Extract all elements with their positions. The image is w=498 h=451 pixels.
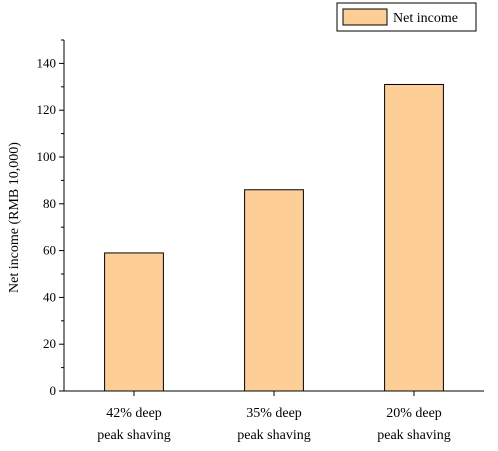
y-tick-label: 60 [43, 243, 56, 258]
y-tick-label: 140 [37, 55, 57, 70]
legend-swatch [342, 8, 388, 26]
y-tick-label: 20 [43, 336, 56, 351]
y-axis-ticks: 0 20 40 60 80 100 120 140 [37, 39, 64, 398]
x-tick-label: peak shaving [97, 428, 170, 443]
y-axis-label: Net income (RMB 10,000) [7, 142, 22, 293]
y-tick-label: 100 [37, 149, 57, 164]
x-axis-ticks: 42% deep peak shaving 35% deep peak shaving… [97, 391, 451, 443]
x-tick-label: peak shaving [237, 428, 310, 443]
legend: Net income [336, 2, 477, 32]
bar [244, 189, 304, 392]
bar [384, 83, 444, 392]
y-tick-label: 0 [50, 383, 57, 398]
bars [104, 83, 444, 392]
x-tick-label: 35% deep [246, 406, 302, 421]
x-tick-label: 42% deep [106, 406, 162, 421]
bar [104, 252, 164, 392]
x-tick-label: peak shaving [377, 428, 450, 443]
y-tick-label: 80 [43, 196, 56, 211]
y-tick-label: 120 [37, 102, 57, 117]
x-tick-label: 20% deep [386, 406, 442, 421]
legend-label: Net income [393, 11, 458, 26]
y-tick-label: 40 [43, 289, 56, 304]
